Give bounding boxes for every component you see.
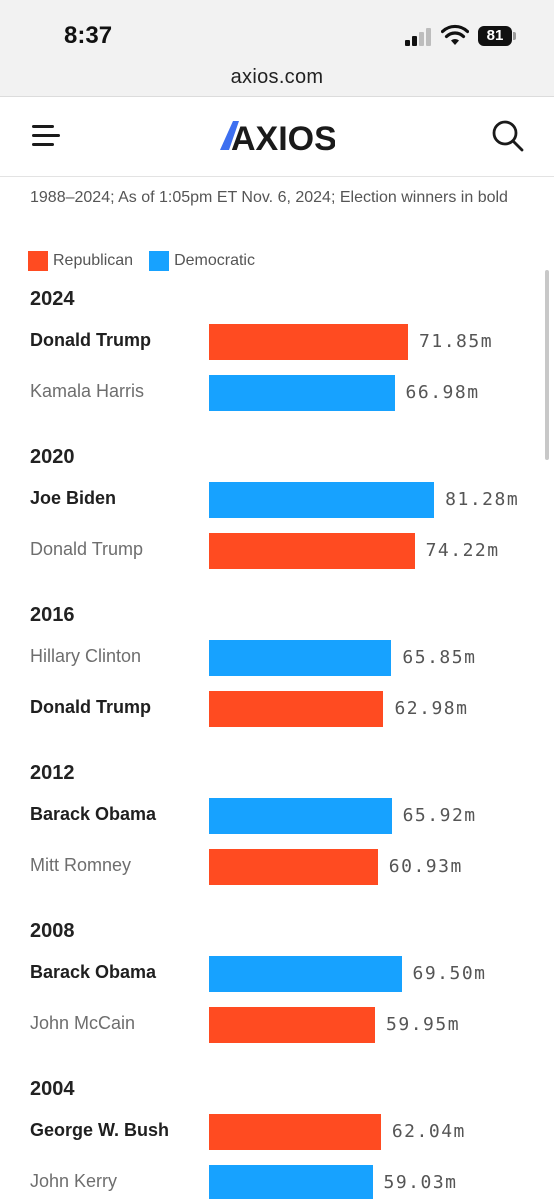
cellular-signal-icon: [405, 28, 433, 46]
search-icon[interactable]: [491, 119, 525, 153]
candidate-name: Donald Trump: [30, 539, 144, 559]
battery-icon: 81: [478, 26, 512, 46]
bar-democratic: [209, 798, 392, 834]
battery-cap: [513, 32, 516, 40]
browser-top-bar: 8:37 81 axios.com: [0, 0, 554, 97]
vote-totals-bar-chart: 2024 Donald Trump 71.85m Kamala Harris 66.98…: [0, 280, 540, 1199]
value-label: 81.28m: [445, 489, 520, 510]
candidate-name: Mitt Romney: [30, 855, 132, 875]
bar-republican: [209, 1007, 376, 1043]
year-label: 2020: [30, 446, 75, 468]
hamburger-menu-icon[interactable]: [32, 125, 60, 147]
status-time: 8:37: [64, 22, 113, 49]
year-label: 2012: [30, 762, 75, 784]
bar-republican: [209, 849, 378, 885]
value-label: 74.22m: [425, 540, 500, 561]
value-label: 62.98m: [394, 698, 469, 719]
value-label: 65.85m: [402, 647, 477, 668]
legend-swatch-democratic: [149, 251, 170, 271]
candidate-name: John Kerry: [30, 1171, 118, 1191]
wifi-icon: [441, 24, 469, 45]
candidate-name: Barack Obama: [30, 804, 157, 824]
bar-republican: [209, 533, 415, 569]
bar-republican: [209, 324, 409, 360]
bar-democratic: [209, 640, 392, 676]
value-label: 62.04m: [391, 1121, 466, 1142]
bar-democratic: [209, 956, 402, 992]
value-label: 59.95m: [386, 1014, 461, 1035]
candidate-name: Kamala Harris: [30, 381, 145, 401]
legend-swatch-republican: [28, 251, 48, 271]
bar-republican: [209, 1114, 381, 1150]
value-label: 60.93m: [388, 856, 463, 877]
candidate-name: Joe Biden: [30, 488, 117, 508]
legend-item-republican: Republican: [28, 251, 133, 271]
site-header: AXIOS: [0, 97, 554, 177]
chart-note: 1988–2024; As of 1:05pm ET Nov. 6, 2024;…: [30, 189, 508, 206]
legend-item-democratic: Democratic: [149, 251, 255, 271]
bar-republican: [209, 691, 384, 727]
value-label: 65.92m: [402, 805, 477, 826]
value-label: 69.50m: [412, 963, 487, 984]
value-label: 66.98m: [405, 382, 480, 403]
candidate-name: Donald Trump: [30, 330, 151, 350]
year-label: 2016: [30, 604, 75, 626]
bar-democratic: [209, 482, 435, 518]
bar-democratic: [209, 1165, 373, 1199]
legend-label-republican: Republican: [53, 252, 134, 269]
candidate-name: Donald Trump: [30, 697, 151, 717]
axios-logo[interactable]: AXIOS: [220, 117, 335, 155]
value-label: 71.85m: [419, 331, 494, 352]
legend-label-democratic: Democratic: [174, 252, 255, 269]
year-label: 2024: [30, 288, 75, 310]
year-label: 2004: [30, 1078, 75, 1100]
candidate-name: Hillary Clinton: [30, 646, 142, 666]
url-bar[interactable]: axios.com: [230, 66, 324, 88]
bar-democratic: [209, 375, 395, 411]
candidate-name: George W. Bush: [30, 1120, 170, 1140]
year-label: 2008: [30, 920, 75, 942]
candidate-name: John McCain: [30, 1013, 136, 1033]
candidate-name: Barack Obama: [30, 962, 157, 982]
page-scrollbar[interactable]: [545, 270, 549, 460]
axios-logo-text: AXIOS: [231, 120, 335, 155]
chart-legend: Republican Democratic: [28, 250, 271, 272]
value-label: 59.03m: [383, 1172, 458, 1193]
